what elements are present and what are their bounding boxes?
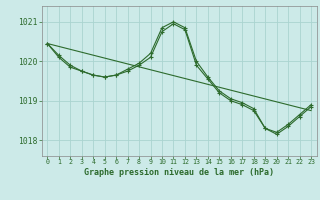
X-axis label: Graphe pression niveau de la mer (hPa): Graphe pression niveau de la mer (hPa) [84,168,274,177]
